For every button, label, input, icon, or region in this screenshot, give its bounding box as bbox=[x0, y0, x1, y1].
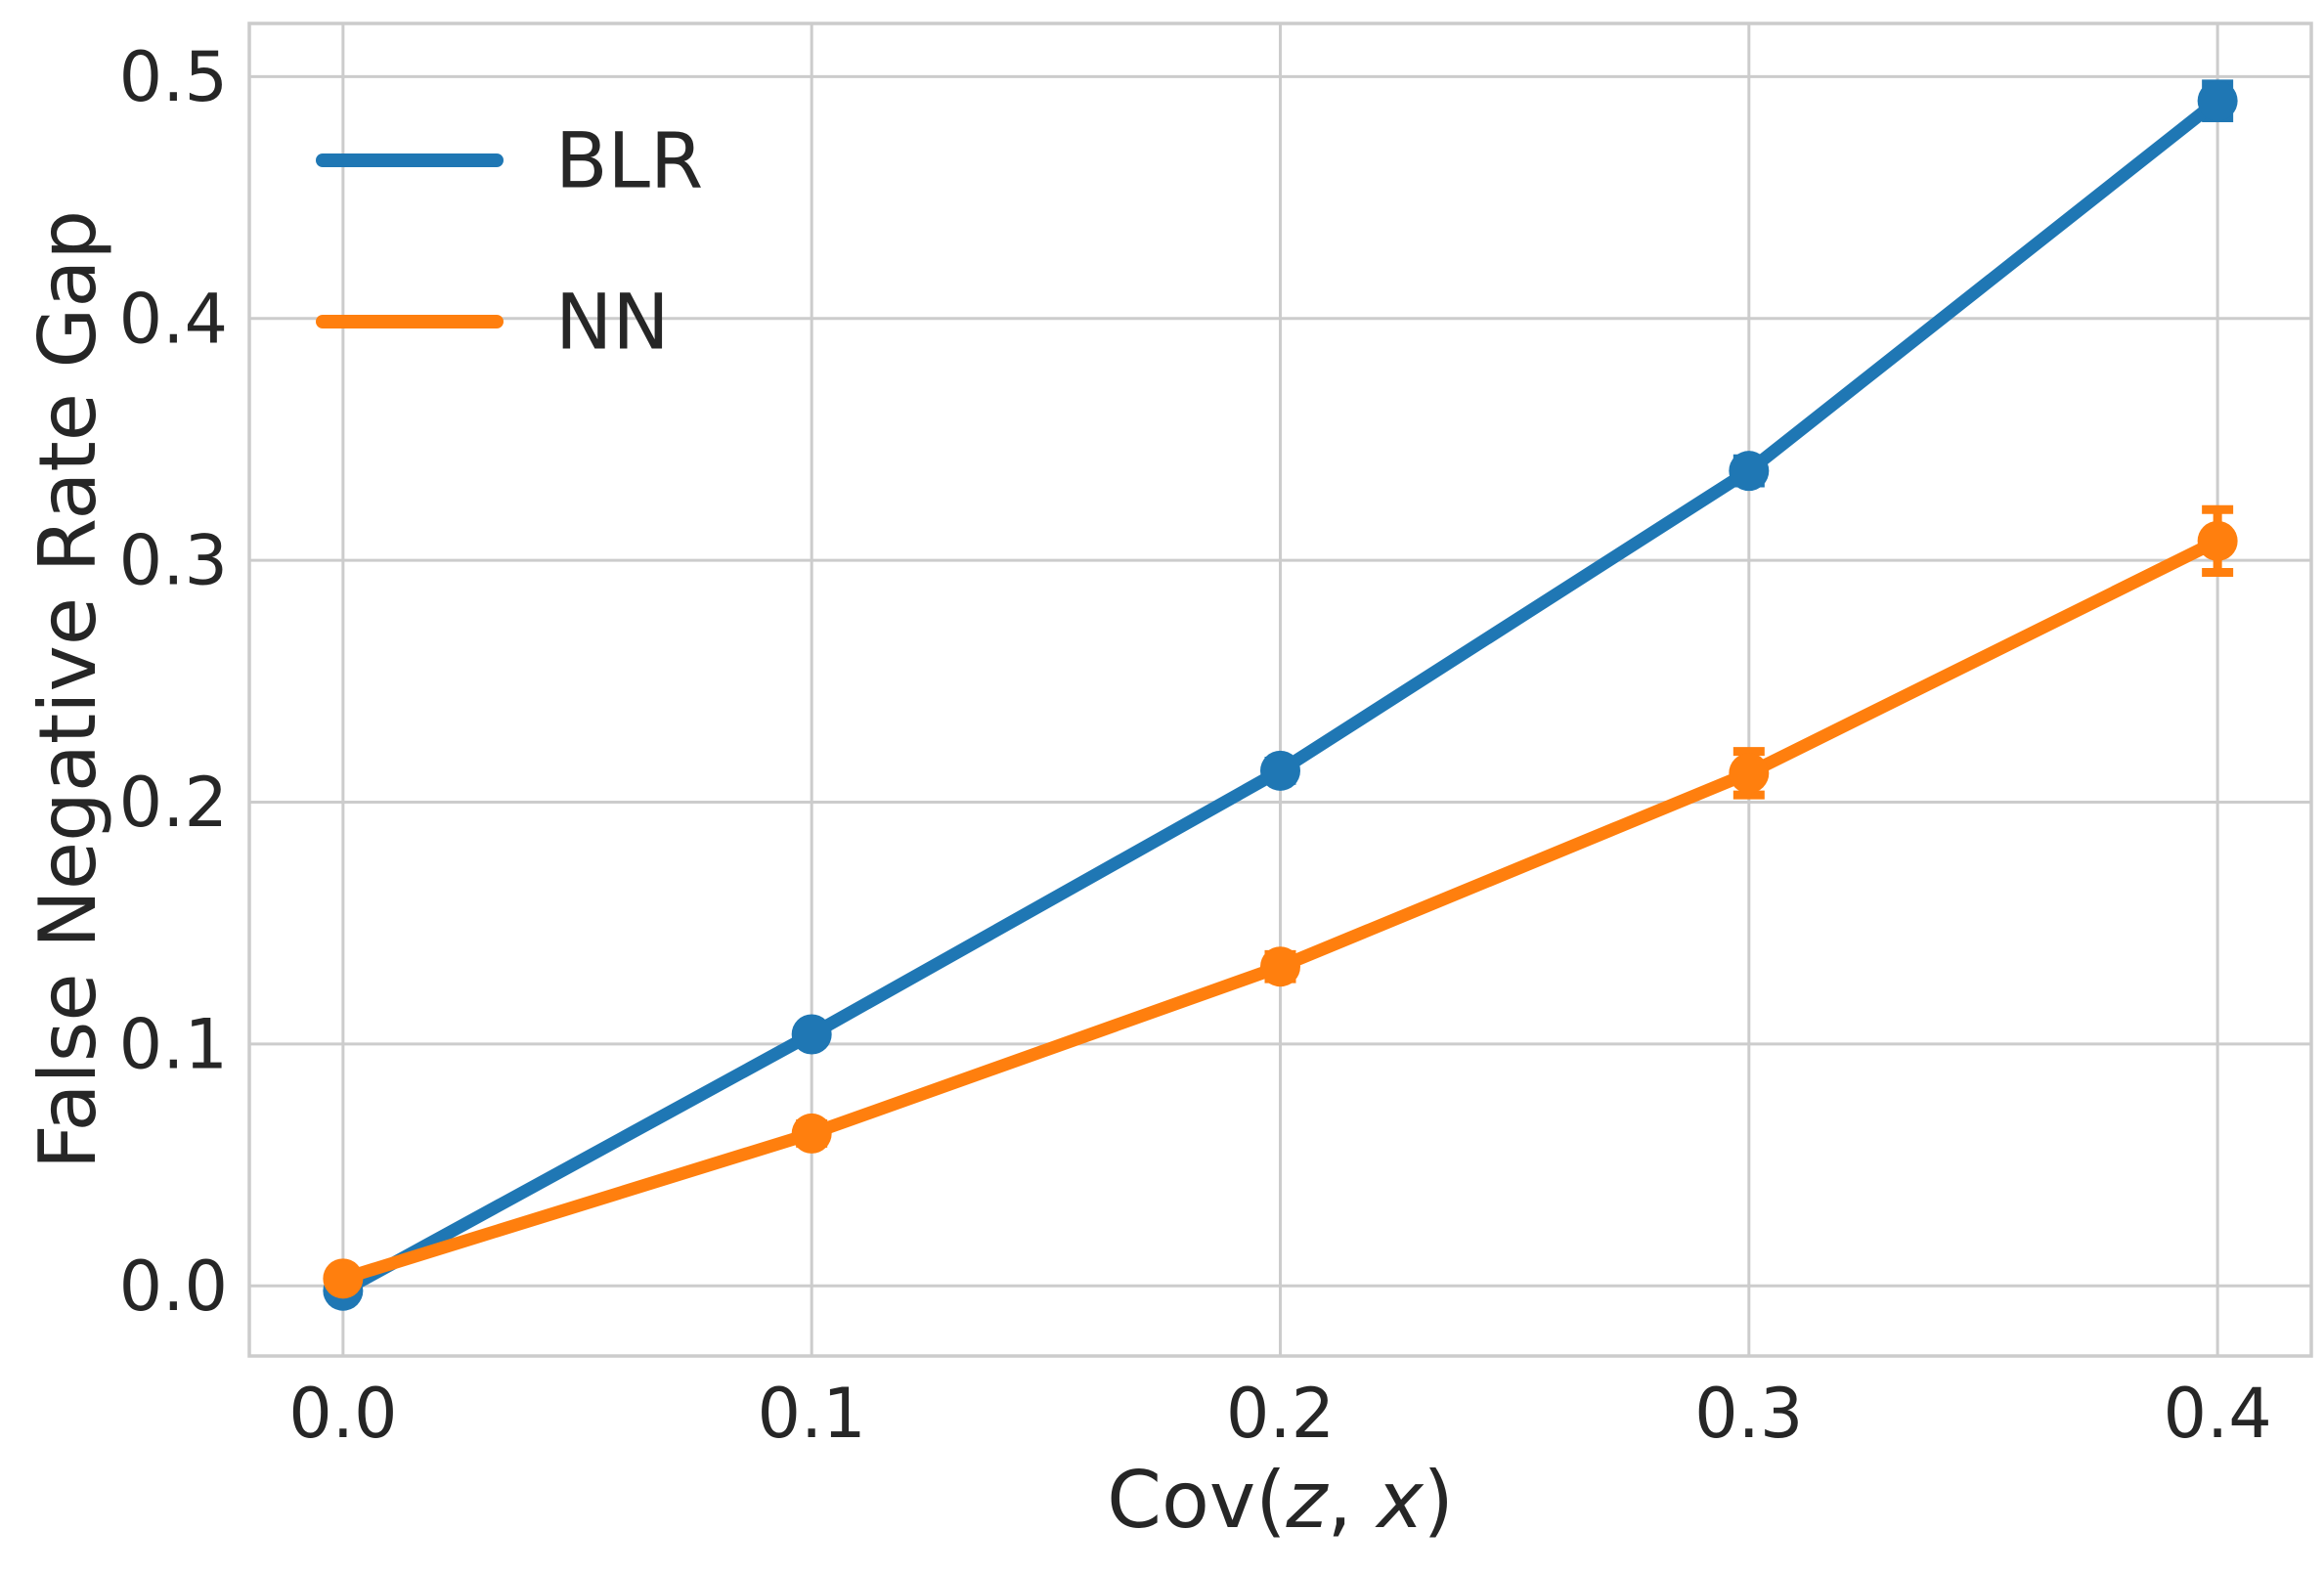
y-tick-label: 0.1 bbox=[119, 1004, 228, 1084]
axes-spines bbox=[247, 22, 2313, 1358]
y-axis-label: False Negative Rate Gap bbox=[22, 210, 113, 1169]
x-tick-label: 0.4 bbox=[2163, 1374, 2271, 1454]
data-point-BLR-0.3 bbox=[1729, 451, 1770, 492]
x-tick-label: 0.2 bbox=[1226, 1374, 1335, 1454]
x-tick-label: 0.3 bbox=[1694, 1374, 1803, 1454]
data-point-NN-0.1 bbox=[791, 1113, 832, 1154]
y-tick-label: 0.0 bbox=[119, 1246, 228, 1327]
legend-label-BLR: BLR bbox=[555, 117, 703, 205]
x-tick-label: 0.1 bbox=[758, 1374, 866, 1454]
data-point-NN-0.3 bbox=[1729, 753, 1770, 794]
data-point-BLR-0.1 bbox=[791, 1014, 832, 1055]
y-tick-label: 0.4 bbox=[119, 279, 228, 359]
plot-frame bbox=[247, 22, 2313, 1358]
data-series bbox=[323, 79, 2238, 1311]
gridlines bbox=[249, 23, 2311, 1356]
data-point-BLR-0.4 bbox=[2197, 80, 2238, 121]
x-tick-labels: 0.0 0.1 0.2 0.3 0.4 bbox=[288, 1374, 2272, 1454]
x-axis-label: Cov(z, x) bbox=[1107, 1455, 1454, 1546]
y-tick-label: 0.2 bbox=[119, 763, 228, 843]
series-NN bbox=[323, 504, 2238, 1299]
y-tick-label: 0.3 bbox=[119, 521, 228, 601]
x-tick-label: 0.0 bbox=[288, 1374, 397, 1454]
legend-label-NN: NN bbox=[555, 279, 670, 367]
legend: BLR NN bbox=[316, 117, 703, 367]
y-tick-labels: 0.0 0.1 0.2 0.3 0.4 0.5 bbox=[119, 37, 228, 1327]
data-point-NN-0.4 bbox=[2197, 520, 2238, 561]
x-axis-label-text: Cov(z, x) bbox=[1107, 1455, 1454, 1546]
y-axis-label-text: False Negative Rate Gap bbox=[22, 210, 113, 1169]
y-tick-label: 0.5 bbox=[119, 37, 228, 117]
data-point-NN-0.2 bbox=[1260, 946, 1300, 987]
data-point-BLR-0.2 bbox=[1260, 750, 1300, 791]
data-point-NN-0.0 bbox=[323, 1258, 364, 1299]
